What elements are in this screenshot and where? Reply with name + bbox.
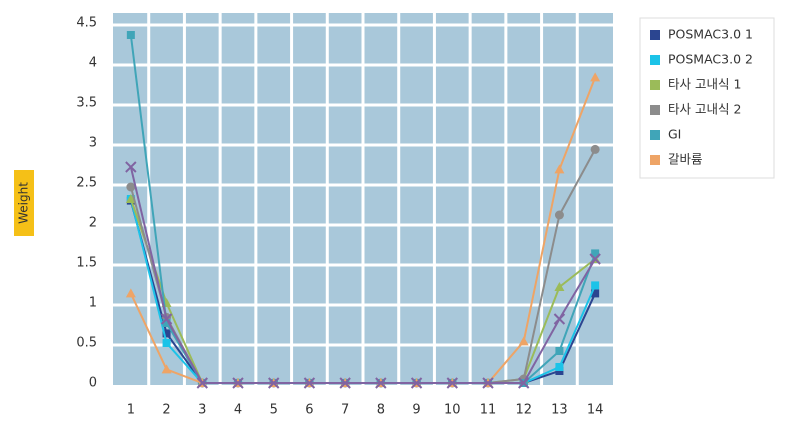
x-tick-label: 4 bbox=[234, 403, 242, 418]
point bbox=[160, 313, 173, 325]
y-tick-label: 1 bbox=[89, 296, 97, 311]
x-tick-label: 7 bbox=[341, 403, 349, 418]
y-tick-label: 0.5 bbox=[76, 336, 97, 351]
legend-box bbox=[639, 17, 775, 179]
x-tick-label: 13 bbox=[551, 403, 568, 418]
point bbox=[518, 336, 529, 346]
point bbox=[554, 210, 564, 220]
legend-swatch bbox=[650, 80, 660, 90]
point bbox=[126, 31, 135, 39]
x-tick-label: 9 bbox=[412, 403, 420, 418]
point bbox=[554, 164, 565, 174]
y-tick-label: 3.5 bbox=[76, 96, 97, 111]
legend-swatch bbox=[650, 130, 660, 140]
point bbox=[125, 161, 137, 173]
x-tick-label: 6 bbox=[305, 403, 313, 418]
point bbox=[125, 288, 136, 298]
legend-label: 타사 고내식 1 bbox=[668, 77, 741, 92]
x-tick-label: 8 bbox=[377, 403, 385, 418]
point bbox=[589, 253, 601, 265]
point bbox=[446, 377, 458, 389]
point bbox=[555, 347, 564, 355]
point bbox=[482, 377, 494, 389]
point bbox=[125, 194, 136, 203]
y-tick-label: 1.5 bbox=[76, 256, 97, 271]
point bbox=[162, 329, 171, 338]
y-tick-label: 4 bbox=[89, 56, 97, 71]
point bbox=[375, 377, 387, 389]
point bbox=[161, 364, 172, 374]
point bbox=[591, 281, 600, 290]
legend-swatch bbox=[650, 155, 660, 165]
point bbox=[555, 363, 564, 371]
point bbox=[518, 377, 530, 389]
x-tick-label: 12 bbox=[515, 403, 532, 418]
point bbox=[410, 377, 423, 389]
x-tick-label: 10 bbox=[444, 403, 461, 418]
x-tick-label: 2 bbox=[162, 403, 170, 418]
point bbox=[554, 282, 565, 291]
point bbox=[162, 339, 171, 347]
y-tick-label: 2 bbox=[89, 216, 97, 231]
x-tick-label: 5 bbox=[270, 403, 278, 418]
legend-swatch bbox=[650, 30, 660, 40]
point bbox=[303, 377, 316, 389]
point bbox=[162, 319, 171, 327]
legend-label: 갈바륨 bbox=[668, 152, 703, 167]
y-axis-label: Weight bbox=[17, 182, 31, 224]
point bbox=[232, 377, 244, 389]
y-tick-label: 3 bbox=[89, 136, 97, 151]
legend-label: 타사 고내식 2 bbox=[668, 102, 741, 117]
point bbox=[126, 182, 136, 192]
y-tick-label: 0 bbox=[89, 376, 97, 391]
point bbox=[553, 313, 566, 325]
y-label-box bbox=[14, 170, 34, 236]
point bbox=[196, 377, 208, 389]
point bbox=[339, 377, 351, 389]
point bbox=[591, 249, 600, 258]
legend-swatch bbox=[650, 105, 660, 115]
x-tick-label: 11 bbox=[480, 403, 497, 418]
point bbox=[590, 144, 600, 154]
legend-label: POSMAC3.0 1 bbox=[668, 27, 753, 42]
x-tick-label: 1 bbox=[127, 403, 135, 418]
y-tick-label: 4.5 bbox=[76, 16, 97, 31]
legend-label: GI bbox=[668, 127, 681, 142]
point bbox=[590, 72, 601, 82]
point bbox=[591, 289, 600, 298]
series-line bbox=[129, 166, 597, 384]
x-tick-label: 3 bbox=[198, 403, 206, 418]
point bbox=[268, 377, 280, 389]
x-tick-label: 14 bbox=[587, 403, 604, 418]
legend-label: POSMAC3.0 2 bbox=[668, 52, 753, 67]
y-tick-label: 2.5 bbox=[76, 176, 97, 191]
legend-swatch bbox=[650, 55, 660, 65]
